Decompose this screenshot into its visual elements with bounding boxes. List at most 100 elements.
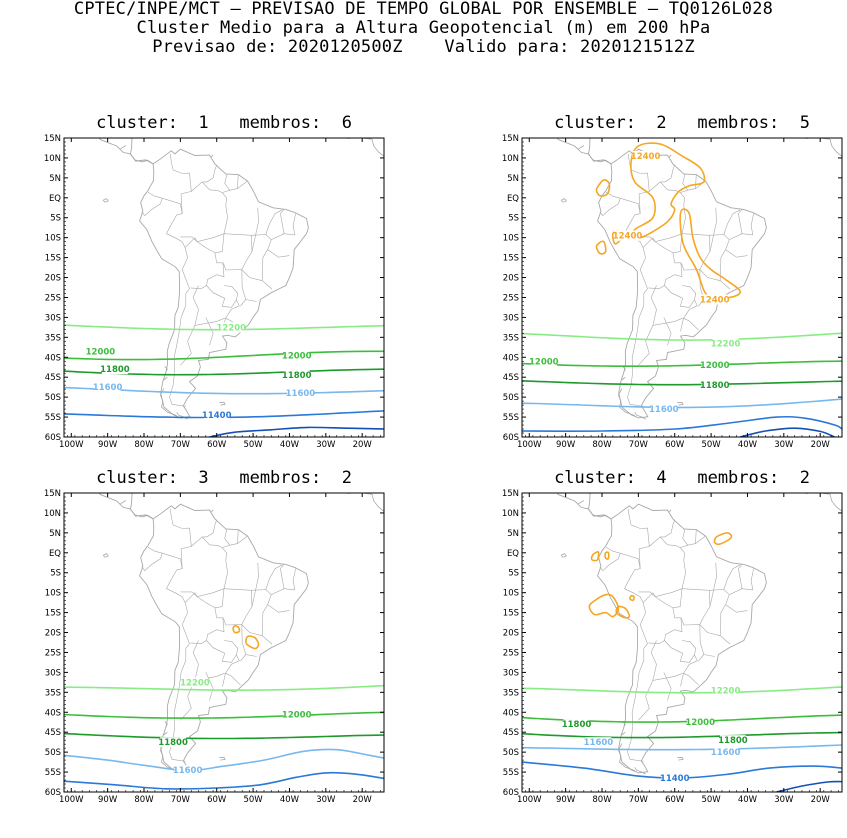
contour-label-bg bbox=[101, 364, 128, 375]
lat-tick-label: 15S bbox=[45, 609, 61, 619]
contour-label: 12000 bbox=[282, 710, 312, 720]
contour-line-11800 bbox=[522, 731, 842, 739]
lat-tick-label: 30S bbox=[45, 313, 61, 323]
lat-tick-label: 35S bbox=[503, 333, 519, 343]
lon-tick-label: 30W bbox=[774, 440, 794, 450]
lon-tick-label: 100W bbox=[59, 440, 84, 450]
lat-tick-label: 50S bbox=[45, 748, 61, 758]
political-border bbox=[680, 318, 684, 332]
contour-label-bg bbox=[632, 150, 659, 161]
political-border bbox=[620, 552, 644, 603]
map-frame bbox=[63, 137, 385, 438]
lat-tick-label: 10N bbox=[502, 509, 519, 519]
political-border bbox=[719, 594, 730, 636]
political-border bbox=[180, 588, 295, 598]
political-border bbox=[206, 285, 239, 308]
political-border bbox=[184, 592, 225, 645]
lat-tick-label: 35S bbox=[503, 688, 519, 698]
lat-tick-label: 5S bbox=[508, 214, 519, 224]
lat-tick-label: 40S bbox=[503, 708, 519, 718]
lon-tick-label: 40W bbox=[738, 795, 758, 805]
map-frame bbox=[521, 137, 843, 438]
contour-label: 11800 bbox=[282, 371, 312, 381]
political-border bbox=[169, 153, 192, 214]
lon-tick-label: 40W bbox=[280, 440, 300, 450]
political-border bbox=[723, 564, 741, 590]
lat-tick-label: 25S bbox=[45, 293, 61, 303]
political-border bbox=[191, 519, 217, 547]
political-border bbox=[180, 233, 295, 243]
lat-tick-label: 55S bbox=[503, 768, 519, 778]
lat-tick-label: 30S bbox=[503, 668, 519, 678]
lat-tick-label: 55S bbox=[45, 768, 61, 778]
lat-tick-label: 25S bbox=[503, 293, 519, 303]
lat-tick-label: 20S bbox=[45, 274, 61, 284]
political-border bbox=[750, 568, 754, 590]
contour-label-bg bbox=[614, 230, 641, 241]
coastline-segment bbox=[163, 376, 168, 381]
political-border bbox=[237, 175, 239, 189]
coastline-segment bbox=[560, 198, 567, 203]
south-america-coastline bbox=[597, 148, 767, 419]
political-border bbox=[642, 237, 683, 290]
lat-tick-label: 5N bbox=[49, 174, 61, 184]
lat-tick-label: 15N bbox=[44, 489, 61, 499]
contour-line-_low bbox=[209, 426, 384, 437]
political-border bbox=[280, 564, 285, 589]
political-border bbox=[224, 529, 231, 546]
coastline-segment bbox=[677, 401, 684, 406]
contour-line-12400 bbox=[615, 605, 631, 619]
contour-label-bg bbox=[701, 360, 728, 371]
contour-line-12000 bbox=[522, 360, 842, 367]
political-border bbox=[695, 530, 697, 544]
contour-label: 12000 bbox=[685, 718, 715, 728]
map-frame bbox=[521, 492, 843, 793]
lat-tick-label: 10S bbox=[503, 234, 519, 244]
contour-line-12200 bbox=[522, 332, 842, 341]
contour-label: 12200 bbox=[217, 323, 247, 333]
contour-label: 11600 bbox=[173, 766, 203, 776]
coastline-segment bbox=[668, 509, 672, 513]
political-border bbox=[141, 553, 163, 572]
contour-label-bg bbox=[650, 404, 677, 415]
political-border bbox=[241, 624, 257, 657]
coastline-segment bbox=[219, 756, 226, 761]
lat-tick-label: 10S bbox=[45, 589, 61, 599]
contour-label: 11400 bbox=[660, 774, 690, 784]
political-border bbox=[169, 247, 190, 407]
coastline-segment bbox=[159, 743, 177, 771]
political-border bbox=[750, 213, 754, 235]
lat-tick-label: 60S bbox=[503, 433, 519, 443]
political-border bbox=[206, 640, 239, 663]
contour-label-bg bbox=[87, 346, 114, 357]
coastline-segment bbox=[102, 198, 109, 203]
contour-label-bg bbox=[701, 380, 728, 391]
lat-tick-label: 10N bbox=[502, 154, 519, 164]
cluster-1-map: 12200 12000 12000 11800 11800 11600 11600 11400… bbox=[44, 134, 385, 450]
contour-label: 12000 bbox=[529, 357, 559, 367]
political-border bbox=[214, 233, 225, 254]
political-border bbox=[627, 153, 650, 214]
lat-tick-label: 35S bbox=[45, 333, 61, 343]
political-border bbox=[261, 239, 272, 281]
lon-tick-label: 40W bbox=[280, 795, 300, 805]
cluster-2-panel: cluster: 2 membros: 5 12400 12400 12400 122… bbox=[458, 113, 847, 483]
lat-tick-label: 60S bbox=[45, 788, 61, 798]
political-border bbox=[682, 529, 689, 546]
header-line-2: Cluster Medio para a Altura Geopotencial… bbox=[136, 18, 711, 38]
contour-line-12400 bbox=[595, 240, 607, 255]
coastline-segment bbox=[820, 138, 842, 157]
contour-label: 12200 bbox=[180, 678, 210, 688]
caribbean-coast bbox=[588, 493, 612, 520]
contour-label-bg bbox=[181, 677, 208, 688]
contour-label-bg bbox=[203, 410, 230, 421]
lat-tick-label: 15N bbox=[502, 489, 519, 499]
political-border bbox=[292, 568, 296, 590]
political-border bbox=[652, 672, 683, 681]
contour-line-12400 bbox=[679, 208, 741, 300]
lat-tick-label: 25S bbox=[45, 648, 61, 658]
lat-tick-label: 45S bbox=[503, 373, 519, 383]
central-america-coast bbox=[556, 493, 612, 520]
lat-tick-label: 15N bbox=[502, 134, 519, 144]
lat-tick-label: 10S bbox=[503, 589, 519, 599]
